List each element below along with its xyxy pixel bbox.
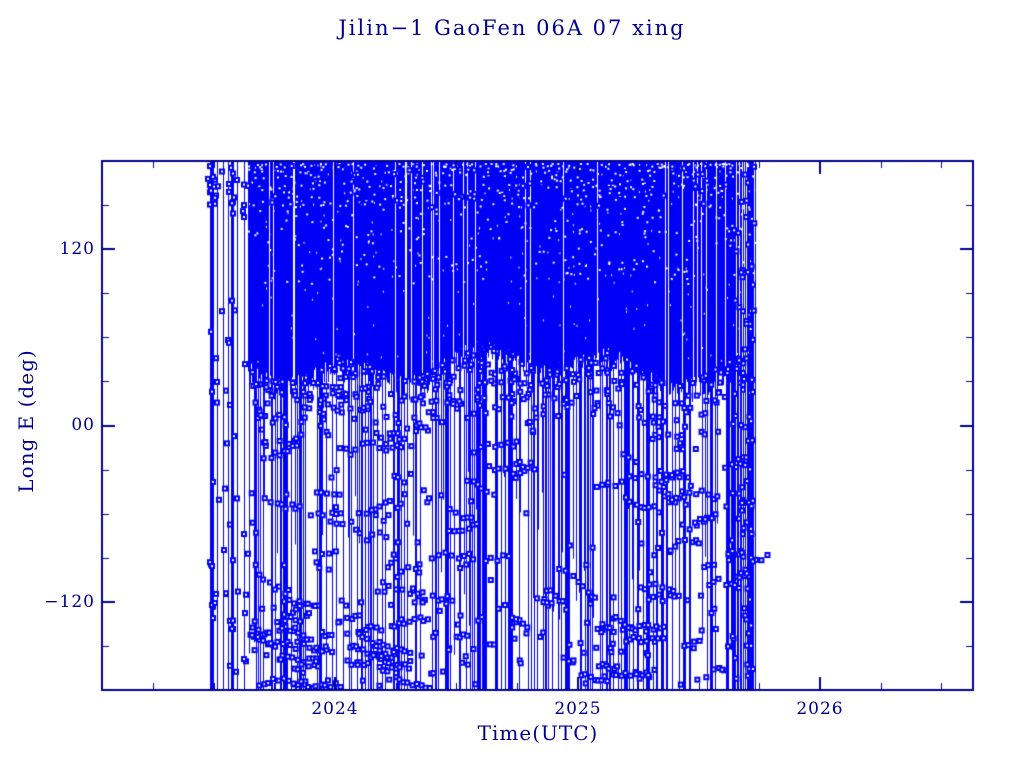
x-tick-label-2024: 2024 [311, 699, 359, 719]
chart-title: Jilin−1 GaoFen 06A 07 xing [338, 16, 686, 40]
x-tick-label-2025: 2025 [554, 699, 602, 719]
x-axis-label: Time(UTC) [477, 721, 599, 745]
y-tick-label-00: 00 [71, 415, 95, 435]
y-tick-label-120: 120 [59, 239, 95, 259]
x-tick-label-2026: 2026 [796, 699, 844, 719]
y-tick-label-neg120: −120 [44, 592, 95, 612]
